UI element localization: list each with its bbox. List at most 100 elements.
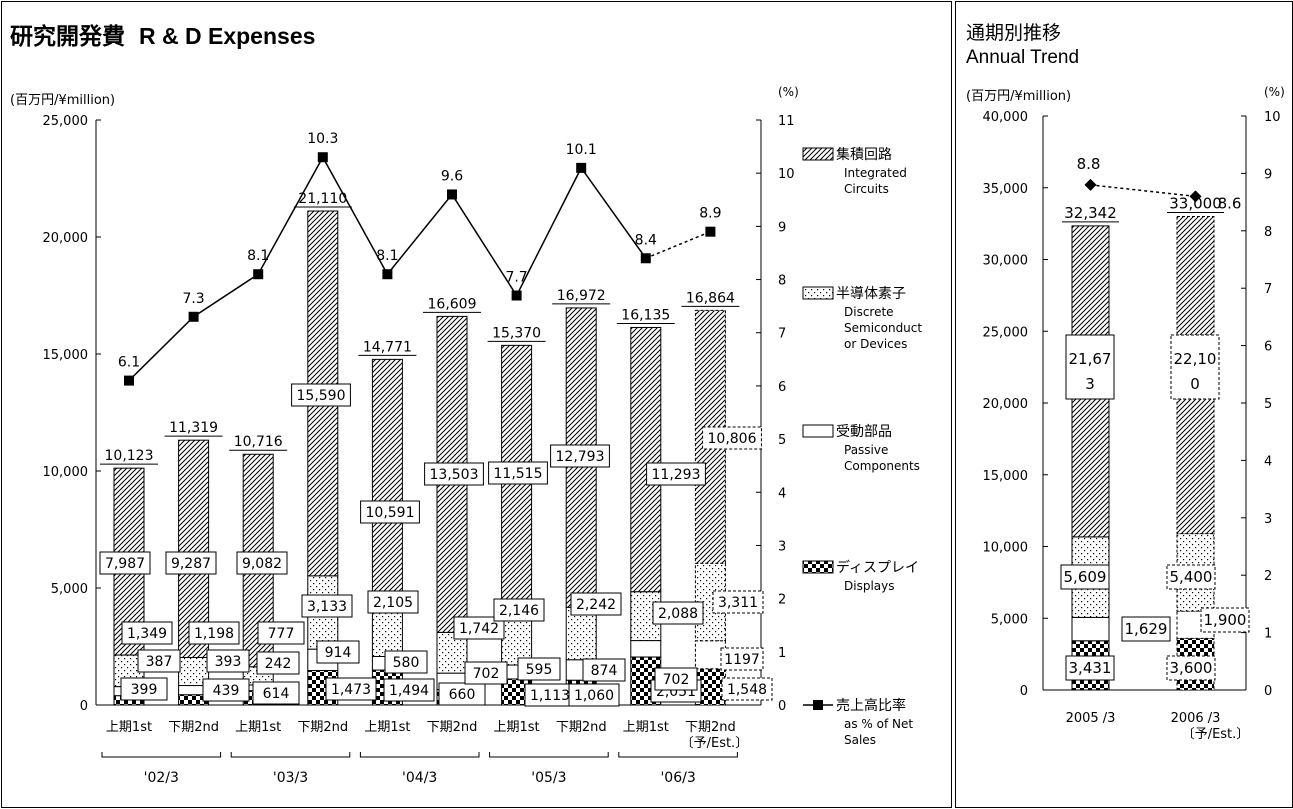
segment-label-box — [720, 647, 764, 671]
y2-tick-label: 4 — [1264, 454, 1272, 469]
ratio-marker — [447, 189, 457, 200]
group-bracket — [359, 752, 480, 758]
page-title: 研究開発費 R & D Expenses — [10, 17, 315, 51]
annual-trend-subtitle: Annual Trend — [966, 47, 1080, 68]
segment-label-box — [316, 640, 360, 664]
segment-label: 11,515 — [494, 466, 543, 482]
y2-tick-label: 1 — [1264, 627, 1272, 642]
segment-label-box — [438, 682, 486, 706]
segment-label: 439 — [213, 683, 240, 699]
ratio-label: 9.6 — [441, 168, 463, 184]
legend-label-en: or Devices — [844, 337, 907, 351]
ratio-label: 8.9 — [699, 206, 721, 222]
segment-label-box — [1065, 334, 1115, 400]
segment-label-box — [360, 500, 420, 524]
y2-tick-label: 10 — [778, 167, 795, 182]
legend-label-en: Integrated — [844, 166, 907, 180]
segment-label: 3 — [1085, 375, 1095, 393]
ratio-marker — [188, 311, 199, 322]
segment-label: 0 — [1190, 375, 1200, 393]
ratio-marker — [1189, 190, 1202, 203]
segment-label: 5,609 — [1064, 568, 1107, 586]
y-tick-label: 15,000 — [43, 348, 89, 363]
segment-label: 595 — [526, 662, 553, 678]
segment-label-box — [582, 658, 626, 682]
y2-tick-label: 5 — [1264, 397, 1272, 412]
segment-label-box — [137, 649, 181, 673]
y2-tick-label: 9 — [778, 220, 786, 235]
segment-label: 777 — [268, 626, 295, 642]
x-tick-label: 下期2nd — [297, 720, 348, 735]
y-tick-label: 30,000 — [983, 254, 1029, 269]
ratio-marker — [124, 375, 134, 386]
x-tick-label: 2005 /3 — [1066, 711, 1116, 726]
segment-label: 2,105 — [373, 595, 413, 611]
segment-label-box — [1065, 655, 1115, 681]
segment-label-box — [712, 590, 764, 614]
y2-tick-label: 4 — [778, 486, 786, 501]
y-tick-label: 40,000 — [983, 110, 1029, 125]
ratio-label: 8.1 — [376, 248, 398, 264]
x-tick-label: 上期1st — [235, 720, 281, 735]
segment-label: 1,629 — [1125, 620, 1168, 638]
y-tick-label: 0 — [80, 699, 88, 714]
legend-label-en: Semiconduct — [844, 321, 922, 335]
segment-label: 15,590 — [297, 388, 346, 404]
segment-label: 9,082 — [242, 556, 282, 572]
y2-tick-label: 7 — [1264, 282, 1272, 297]
x-tick-label: 下期2nd — [427, 720, 478, 735]
bar-segment — [1071, 616, 1110, 642]
legend-label-ja: 半導体素子 — [836, 286, 906, 302]
legend-label-en: Sales — [844, 733, 876, 747]
segment-label: 660 — [449, 687, 476, 703]
ratio-label: 8.6 — [1218, 194, 1242, 212]
total-label: 32,342 — [1064, 204, 1117, 222]
y2-tick-label: 3 — [1264, 512, 1272, 527]
legend-label-en: as % of Net — [844, 717, 913, 731]
segment-label-box — [453, 616, 505, 640]
y2-tick-label: 5 — [778, 433, 786, 448]
segment-label: 2,088 — [658, 606, 698, 622]
segment-label: 1,494 — [389, 683, 429, 699]
segment-label-box — [654, 667, 698, 691]
ratio-label: 6.1 — [118, 355, 140, 371]
x-tick-label: 上期1st — [623, 720, 669, 735]
segment-label: 242 — [265, 656, 292, 672]
legend-swatch — [802, 424, 834, 438]
ratio-marker — [705, 226, 716, 237]
total-label: 10,123 — [105, 448, 154, 464]
y2-tick-label: 11 — [778, 114, 795, 129]
total-label: 11,319 — [169, 420, 218, 436]
group-label: '04/3 — [402, 770, 437, 786]
segment-label: 1,742 — [459, 621, 499, 637]
segment-label-box — [188, 621, 240, 645]
segment-label-box — [493, 598, 545, 622]
segment-label-box — [424, 462, 484, 486]
ratio-marker — [640, 253, 651, 264]
segment-label-box — [1166, 564, 1216, 590]
title-en: R & D Expenses — [139, 23, 316, 49]
ratio-label: 8.4 — [635, 232, 657, 248]
legend-swatch — [802, 286, 834, 300]
y2-tick-label: 1 — [778, 646, 786, 661]
segment-label-box — [721, 677, 773, 701]
segment-label-box — [1121, 616, 1171, 642]
y-tick-label: 15,000 — [983, 469, 1029, 484]
legend-marker-swatch — [813, 700, 823, 710]
legend-label-ja: 集積回路 — [836, 146, 892, 163]
segment-label: 1,198 — [194, 626, 234, 642]
segment-label: 1,473 — [331, 682, 371, 698]
segment-label: 3,311 — [718, 595, 758, 611]
segment-label-box — [383, 678, 435, 702]
segment-label: 13,503 — [430, 467, 479, 483]
segment-label-box — [367, 590, 419, 614]
total-label: 14,771 — [363, 339, 412, 355]
y-tick-label: 25,000 — [983, 325, 1029, 340]
segment-label: 9,287 — [171, 556, 211, 572]
y-tick-label: 20,000 — [43, 231, 89, 246]
y2-tick-label: 0 — [1264, 684, 1272, 699]
segment-label: 914 — [325, 645, 352, 661]
ratio-label: 10.3 — [307, 131, 338, 147]
segment-label: 21,67 — [1069, 350, 1112, 368]
